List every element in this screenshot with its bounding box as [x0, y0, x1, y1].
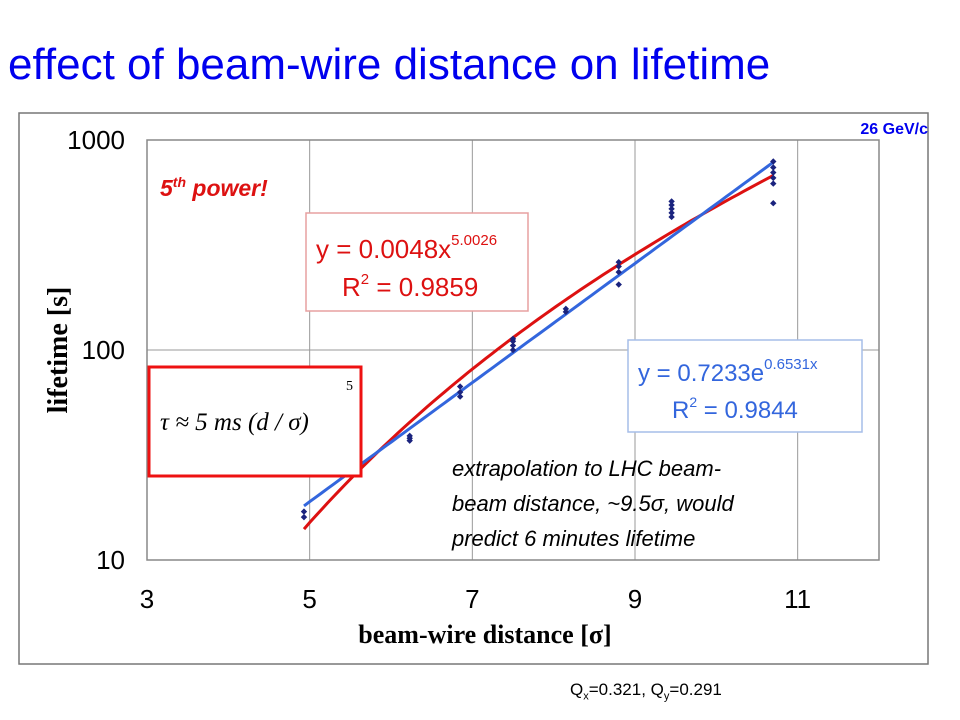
qy-label: Q — [650, 680, 664, 699]
exp-fit-r2-value: = 0.9844 — [697, 397, 798, 424]
formula-box — [147, 365, 363, 478]
energy-label: 26 GeV/c — [860, 121, 928, 138]
exp-fit-eq-main: y = 0.7233e — [638, 360, 764, 387]
data-point — [456, 388, 464, 396]
qx-value: =0.321, — [588, 680, 651, 699]
data-point — [770, 174, 777, 182]
y-tick-label: 100 — [82, 335, 125, 365]
data-point — [456, 383, 464, 390]
exp-fit-line — [303, 160, 775, 508]
data-point — [668, 201, 675, 209]
slide-title: effect of beam-wire distance on lifetime — [8, 40, 771, 89]
data-point — [456, 393, 464, 400]
x-tick-label: 11 — [784, 584, 811, 614]
power-fit-r2-exp: 2 — [361, 271, 369, 288]
power-fit-r2-label: R — [342, 272, 361, 302]
y-tick-label: 10 — [96, 545, 125, 575]
data-point — [770, 169, 777, 176]
x-axis-label: beam-wire distance [σ] — [358, 620, 611, 649]
qy-sub: y — [663, 690, 670, 703]
exp-fit-r2: R2 = 0.9844 — [672, 394, 798, 424]
power-fit-eq-main: y = 0.0048x — [316, 234, 451, 264]
x-tick-label: 7 — [465, 584, 479, 614]
y-tick-label: 1000 — [67, 125, 125, 155]
data-point — [770, 180, 777, 187]
annotation-line-1: extrapolation to LHC beam- — [452, 456, 721, 481]
data-point — [615, 281, 622, 288]
data-point — [509, 342, 517, 349]
data-point — [668, 209, 675, 217]
data-point — [615, 263, 622, 270]
data-point — [770, 158, 777, 165]
data-point — [615, 258, 622, 266]
formula-text: τ ≈ 5 ms (d / σ) — [160, 409, 309, 436]
data-point — [770, 164, 777, 171]
power-fit-r2: R2 = 0.9859 — [342, 271, 478, 302]
data-point — [615, 268, 622, 276]
power-note-number: 5 — [160, 175, 174, 201]
x-tick-label: 5 — [302, 584, 316, 614]
data-point — [406, 432, 413, 440]
power-fit-box — [305, 212, 529, 312]
qx-label: Q — [570, 680, 584, 699]
plot-area — [146, 139, 880, 561]
data-point — [668, 205, 675, 213]
power-note: 5th power! — [160, 174, 268, 201]
tick-labels: 3 5 7 9 11 10 100 1000 — [67, 125, 811, 614]
data-point — [562, 305, 570, 313]
annotation-line-3: predict 6 minutes lifetime — [451, 526, 695, 551]
exp-fit-r2-exp: 2 — [689, 394, 697, 410]
data-point — [509, 346, 517, 354]
data-point — [509, 335, 517, 343]
data-point — [300, 508, 308, 515]
exp-fit-r2-label: R — [672, 397, 689, 424]
x-tick-label: 3 — [140, 584, 154, 614]
x-tick-label: 9 — [628, 584, 642, 614]
power-fit-equation: y = 0.0048x5.0026 — [316, 232, 497, 264]
power-fit-eq-exp: 5.0026 — [451, 232, 497, 249]
qy-value: =0.291 — [669, 680, 722, 699]
formula-exponent: 5 — [346, 379, 353, 394]
power-note-text: power! — [186, 175, 268, 201]
tune-values: Qx=0.321, Qy=0.291 — [570, 680, 722, 702]
y-axis-label: lifetime [s] — [43, 287, 74, 414]
annotation-line-2: beam distance, ~9.5σ, would — [452, 491, 734, 516]
data-point — [668, 213, 675, 221]
exp-fit-eq-exp: 0.6531x — [764, 356, 818, 373]
data-point — [300, 513, 308, 521]
exp-fit-equation: y = 0.7233e0.6531x — [638, 356, 818, 387]
qx-sub: x — [583, 690, 589, 703]
exp-fit-box — [627, 339, 863, 433]
power-fit-r2-value: = 0.9859 — [369, 272, 478, 302]
fit-curves — [302, 160, 775, 531]
data-point — [668, 198, 675, 205]
data-point — [770, 200, 777, 207]
power-note-sup: th — [173, 174, 186, 190]
